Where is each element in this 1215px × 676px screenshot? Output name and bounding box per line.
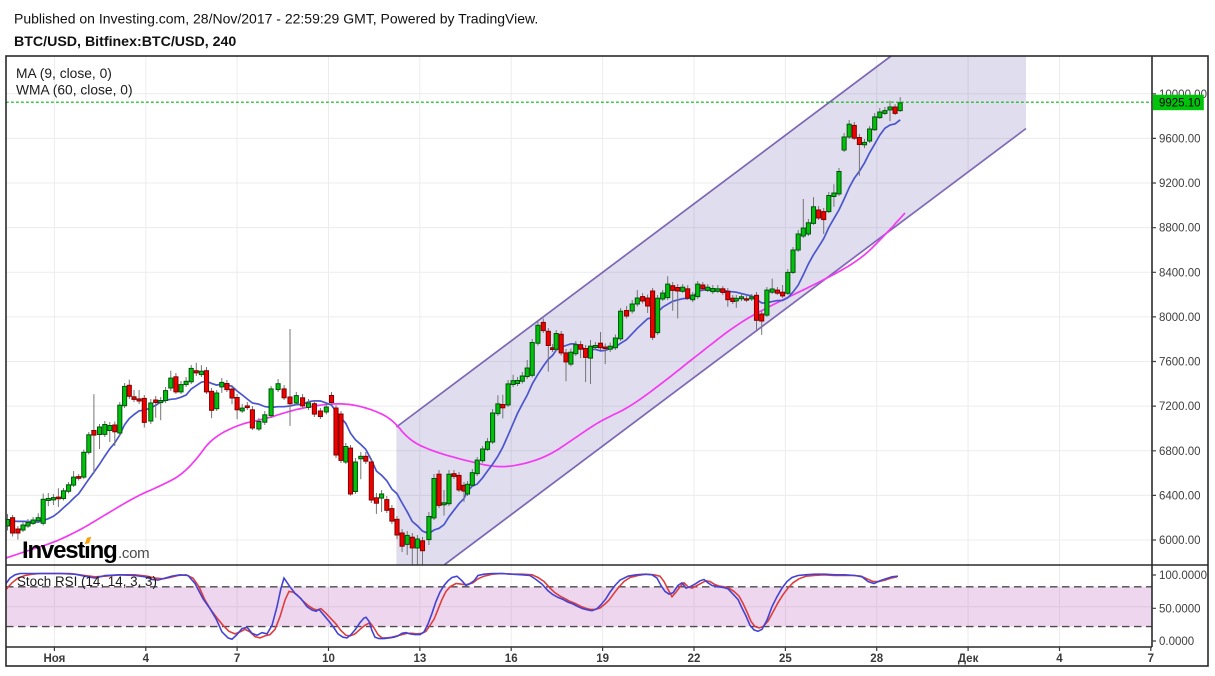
svg-text:Investing: Investing (22, 537, 117, 564)
svg-text:4: 4 (143, 653, 150, 665)
svg-text:6800.00: 6800.00 (1159, 446, 1201, 458)
svg-text:8400.00: 8400.00 (1159, 267, 1201, 279)
svg-text:9600.00: 9600.00 (1159, 133, 1201, 145)
svg-text:4: 4 (1056, 653, 1063, 665)
svg-text:7: 7 (1148, 653, 1154, 665)
svg-text:10: 10 (322, 653, 335, 665)
svg-text:9925.10: 9925.10 (1159, 97, 1201, 109)
svg-text:9200.00: 9200.00 (1159, 178, 1201, 190)
svg-text:Ноя: Ноя (43, 653, 65, 665)
svg-text:.com: .com (118, 545, 149, 562)
svg-text:MA (9, close, 0): MA (9, close, 0) (16, 66, 112, 81)
svg-text:8000.00: 8000.00 (1159, 312, 1201, 324)
svg-text:BTC/USD, Bitfinex:BTC/USD, 240: BTC/USD, Bitfinex:BTC/USD, 240 (14, 34, 236, 50)
svg-text:100.0000: 100.0000 (1159, 570, 1207, 582)
svg-text:Stoch RSI (14, 14, 3, 3): Stoch RSI (14, 14, 3, 3) (17, 574, 157, 589)
svg-text:6000.00: 6000.00 (1159, 535, 1201, 547)
svg-text:22: 22 (688, 653, 701, 665)
svg-text:8800.00: 8800.00 (1159, 223, 1201, 235)
svg-text:50.0000: 50.0000 (1159, 603, 1201, 615)
svg-text:6400.00: 6400.00 (1159, 490, 1201, 502)
svg-text:28: 28 (870, 653, 883, 665)
svg-text:0.0000: 0.0000 (1159, 636, 1194, 648)
svg-text:7: 7 (234, 653, 240, 665)
svg-text:7600.00: 7600.00 (1159, 357, 1201, 369)
svg-text:Published on Investing.com, 28: Published on Investing.com, 28/Nov/2017 … (14, 11, 538, 27)
svg-text:25: 25 (779, 653, 792, 665)
svg-text:16: 16 (505, 653, 518, 665)
svg-text:7200.00: 7200.00 (1159, 401, 1201, 413)
svg-text:Дек: Дек (958, 653, 979, 665)
svg-text:19: 19 (596, 653, 609, 665)
svg-text:13: 13 (414, 653, 427, 665)
svg-text:WMA (60, close, 0): WMA (60, close, 0) (16, 83, 133, 98)
